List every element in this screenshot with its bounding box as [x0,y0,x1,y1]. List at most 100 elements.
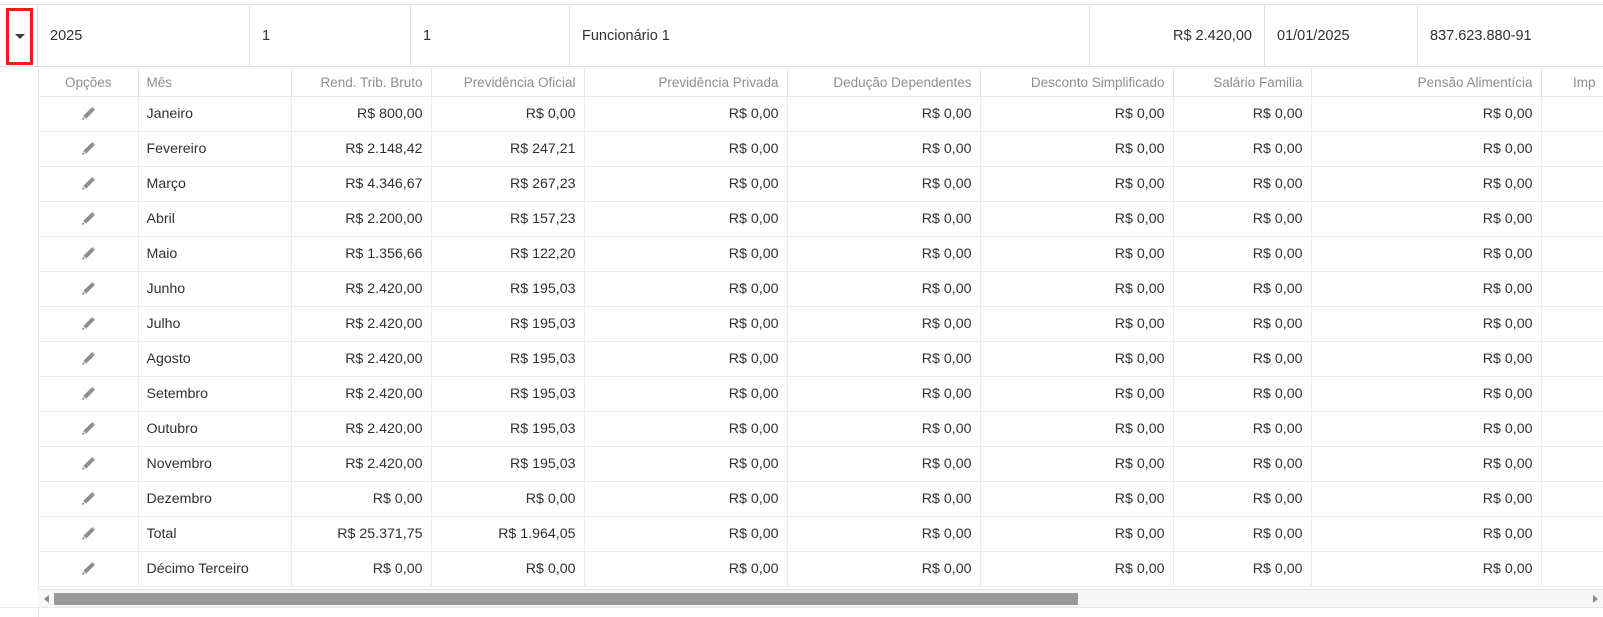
pencil-icon[interactable] [80,421,96,437]
table-row[interactable]: Maio R$ 1.356,66 R$ 122,20 R$ 0,00 R$ 0,00 R$… [39,236,1603,272]
horizontal-scrollbar-track[interactable] [54,590,1587,608]
pencil-icon[interactable] [80,491,96,507]
table-row[interactable]: Janeiro R$ 800,00 R$ 0,00 R$ 0,00 R$ 0,00 R$ … [39,96,1603,132]
pencil-icon[interactable] [80,246,96,262]
table-row[interactable]: Agosto R$ 2.420,00 R$ 195,03 R$ 0,00 R$ 0,00… [39,341,1603,377]
table-row[interactable]: Março R$ 4.346,67 R$ 267,23 R$ 0,00 R$ 0,00 R… [39,166,1603,202]
row-edit-cell[interactable] [39,166,139,202]
cell-mes: Julho [138,306,292,342]
pencil-icon[interactable] [80,106,96,122]
row-edit-cell[interactable] [39,341,139,377]
master-value-sequencia: 1 [423,27,432,44]
cell-imposto [1541,411,1603,447]
pencil-icon[interactable] [80,351,96,367]
row-edit-cell[interactable] [39,131,139,167]
column-header-deducao-dependentes[interactable]: Dedução Dependentes [787,69,981,97]
detail-table-head: Opções Mês Rend. Trib. Bruto Previdência… [39,69,1603,97]
cell-desconto-simplificado: R$ 0,00 [980,481,1174,517]
column-header-mes[interactable]: Mês [138,69,292,97]
cell-previdencia-privada: R$ 0,00 [584,376,788,412]
column-header-pensao-alimenticia[interactable]: Pensão Alimentícia [1311,69,1542,97]
scroll-right-button[interactable] [1587,590,1603,608]
table-row[interactable]: Total R$ 25.371,75 R$ 1.964,05 R$ 0,00 R$ 0,… [39,516,1603,552]
cell-previdencia-privada: R$ 0,00 [584,131,788,167]
pencil-icon[interactable] [80,561,96,577]
table-row[interactable]: Setembro R$ 2.420,00 R$ 195,03 R$ 0,00 R$ 0,… [39,376,1603,412]
row-edit-cell[interactable] [39,306,139,342]
master-cell-codigo: 1 [250,5,411,66]
row-edit-cell[interactable] [39,271,139,307]
table-row[interactable]: Novembro R$ 2.420,00 R$ 195,03 R$ 0,00 R$ 0,… [39,446,1603,482]
cell-mes: Maio [138,236,292,272]
top-divider [0,4,1603,5]
cell-pensao-alimenticia: R$ 0,00 [1311,341,1542,377]
table-row[interactable]: Julho R$ 2.420,00 R$ 195,03 R$ 0,00 R$ 0,00 R… [39,306,1603,342]
table-row[interactable]: Fevereiro R$ 2.148,42 R$ 247,21 R$ 0,00 R$ 0… [39,131,1603,167]
cell-pensao-alimenticia: R$ 0,00 [1311,516,1542,552]
cell-rend-trib-bruto: R$ 2.420,00 [291,411,432,447]
cell-mes: Abril [138,201,292,237]
column-header-opcoes[interactable]: Opções [39,69,139,97]
cell-previdencia-privada: R$ 0,00 [584,166,788,202]
cell-deducao-dependentes: R$ 0,00 [787,166,981,202]
cell-previdencia-oficial: R$ 157,23 [431,201,585,237]
cell-pensao-alimenticia: R$ 0,00 [1311,446,1542,482]
expand-toggle-cell[interactable] [0,5,38,66]
cell-salario-familia: R$ 0,00 [1173,236,1312,272]
expand-collapse-toggle-button[interactable] [6,8,33,65]
table-row[interactable]: Dezembro R$ 0,00 R$ 0,00 R$ 0,00 R$ 0,00 R$ 0… [39,481,1603,517]
pencil-icon[interactable] [80,211,96,227]
master-value-cpf: 837.623.880-91 [1430,27,1532,44]
row-edit-cell[interactable] [39,481,139,517]
cell-mes: Novembro [138,446,292,482]
column-header-salario-familia[interactable]: Salário Familia [1173,69,1312,97]
horizontal-scrollbar[interactable] [38,589,1603,607]
cell-deducao-dependentes: R$ 0,00 [787,411,981,447]
cell-imposto [1541,551,1603,587]
pencil-icon[interactable] [80,141,96,157]
pencil-icon[interactable] [80,281,96,297]
pencil-icon[interactable] [80,316,96,332]
cell-rend-trib-bruto: R$ 2.420,00 [291,446,432,482]
row-edit-cell[interactable] [39,376,139,412]
table-row[interactable]: Outubro R$ 2.420,00 R$ 195,03 R$ 0,00 R$ 0,0… [39,411,1603,447]
row-edit-cell[interactable] [39,201,139,237]
table-row[interactable]: Junho R$ 2.420,00 R$ 195,03 R$ 0,00 R$ 0,00 R… [39,271,1603,307]
master-value-codigo: 1 [262,27,271,44]
cell-previdencia-privada: R$ 0,00 [584,341,788,377]
table-row[interactable]: Décimo Terceiro R$ 0,00 R$ 0,00 R$ 0,00 R$ 0… [39,551,1603,587]
column-header-desconto-simplificado[interactable]: Desconto Simplificado [980,69,1174,97]
column-header-imposto[interactable]: Imp [1541,69,1603,97]
cell-previdencia-oficial: R$ 0,00 [431,481,585,517]
master-record-row[interactable]: 2025 1 1 Funcionário 1 R$ 2.420,00 01/01… [0,5,1603,67]
column-header-previdencia-oficial[interactable]: Previdência Oficial [431,69,585,97]
row-edit-cell[interactable] [39,236,139,272]
cell-pensao-alimenticia: R$ 0,00 [1311,271,1542,307]
row-edit-cell[interactable] [39,446,139,482]
master-cell-valor: R$ 2.420,00 [1090,5,1265,66]
cell-deducao-dependentes: R$ 0,00 [787,446,981,482]
row-edit-cell[interactable] [39,96,139,132]
cell-deducao-dependentes: R$ 0,00 [787,96,981,132]
cell-deducao-dependentes: R$ 0,00 [787,376,981,412]
cell-mes: Agosto [138,341,292,377]
cell-rend-trib-bruto: R$ 2.420,00 [291,271,432,307]
table-row[interactable]: Abril R$ 2.200,00 R$ 157,23 R$ 0,00 R$ 0,00 R… [39,201,1603,237]
cell-previdencia-oficial: R$ 0,00 [431,96,585,132]
column-header-previdencia-privada[interactable]: Previdência Privada [584,69,788,97]
scroll-left-button[interactable] [38,590,54,608]
pencil-icon[interactable] [80,456,96,472]
pencil-icon[interactable] [80,526,96,542]
row-edit-cell[interactable] [39,551,139,587]
row-edit-cell[interactable] [39,516,139,552]
cell-imposto [1541,376,1603,412]
cell-salario-familia: R$ 0,00 [1173,516,1312,552]
cell-salario-familia: R$ 0,00 [1173,306,1312,342]
column-header-rend-trib-bruto[interactable]: Rend. Trib. Bruto [291,69,432,97]
pencil-icon[interactable] [80,176,96,192]
row-edit-cell[interactable] [39,411,139,447]
cell-salario-familia: R$ 0,00 [1173,201,1312,237]
pencil-icon[interactable] [80,386,96,402]
horizontal-scrollbar-thumb[interactable] [54,592,1078,605]
